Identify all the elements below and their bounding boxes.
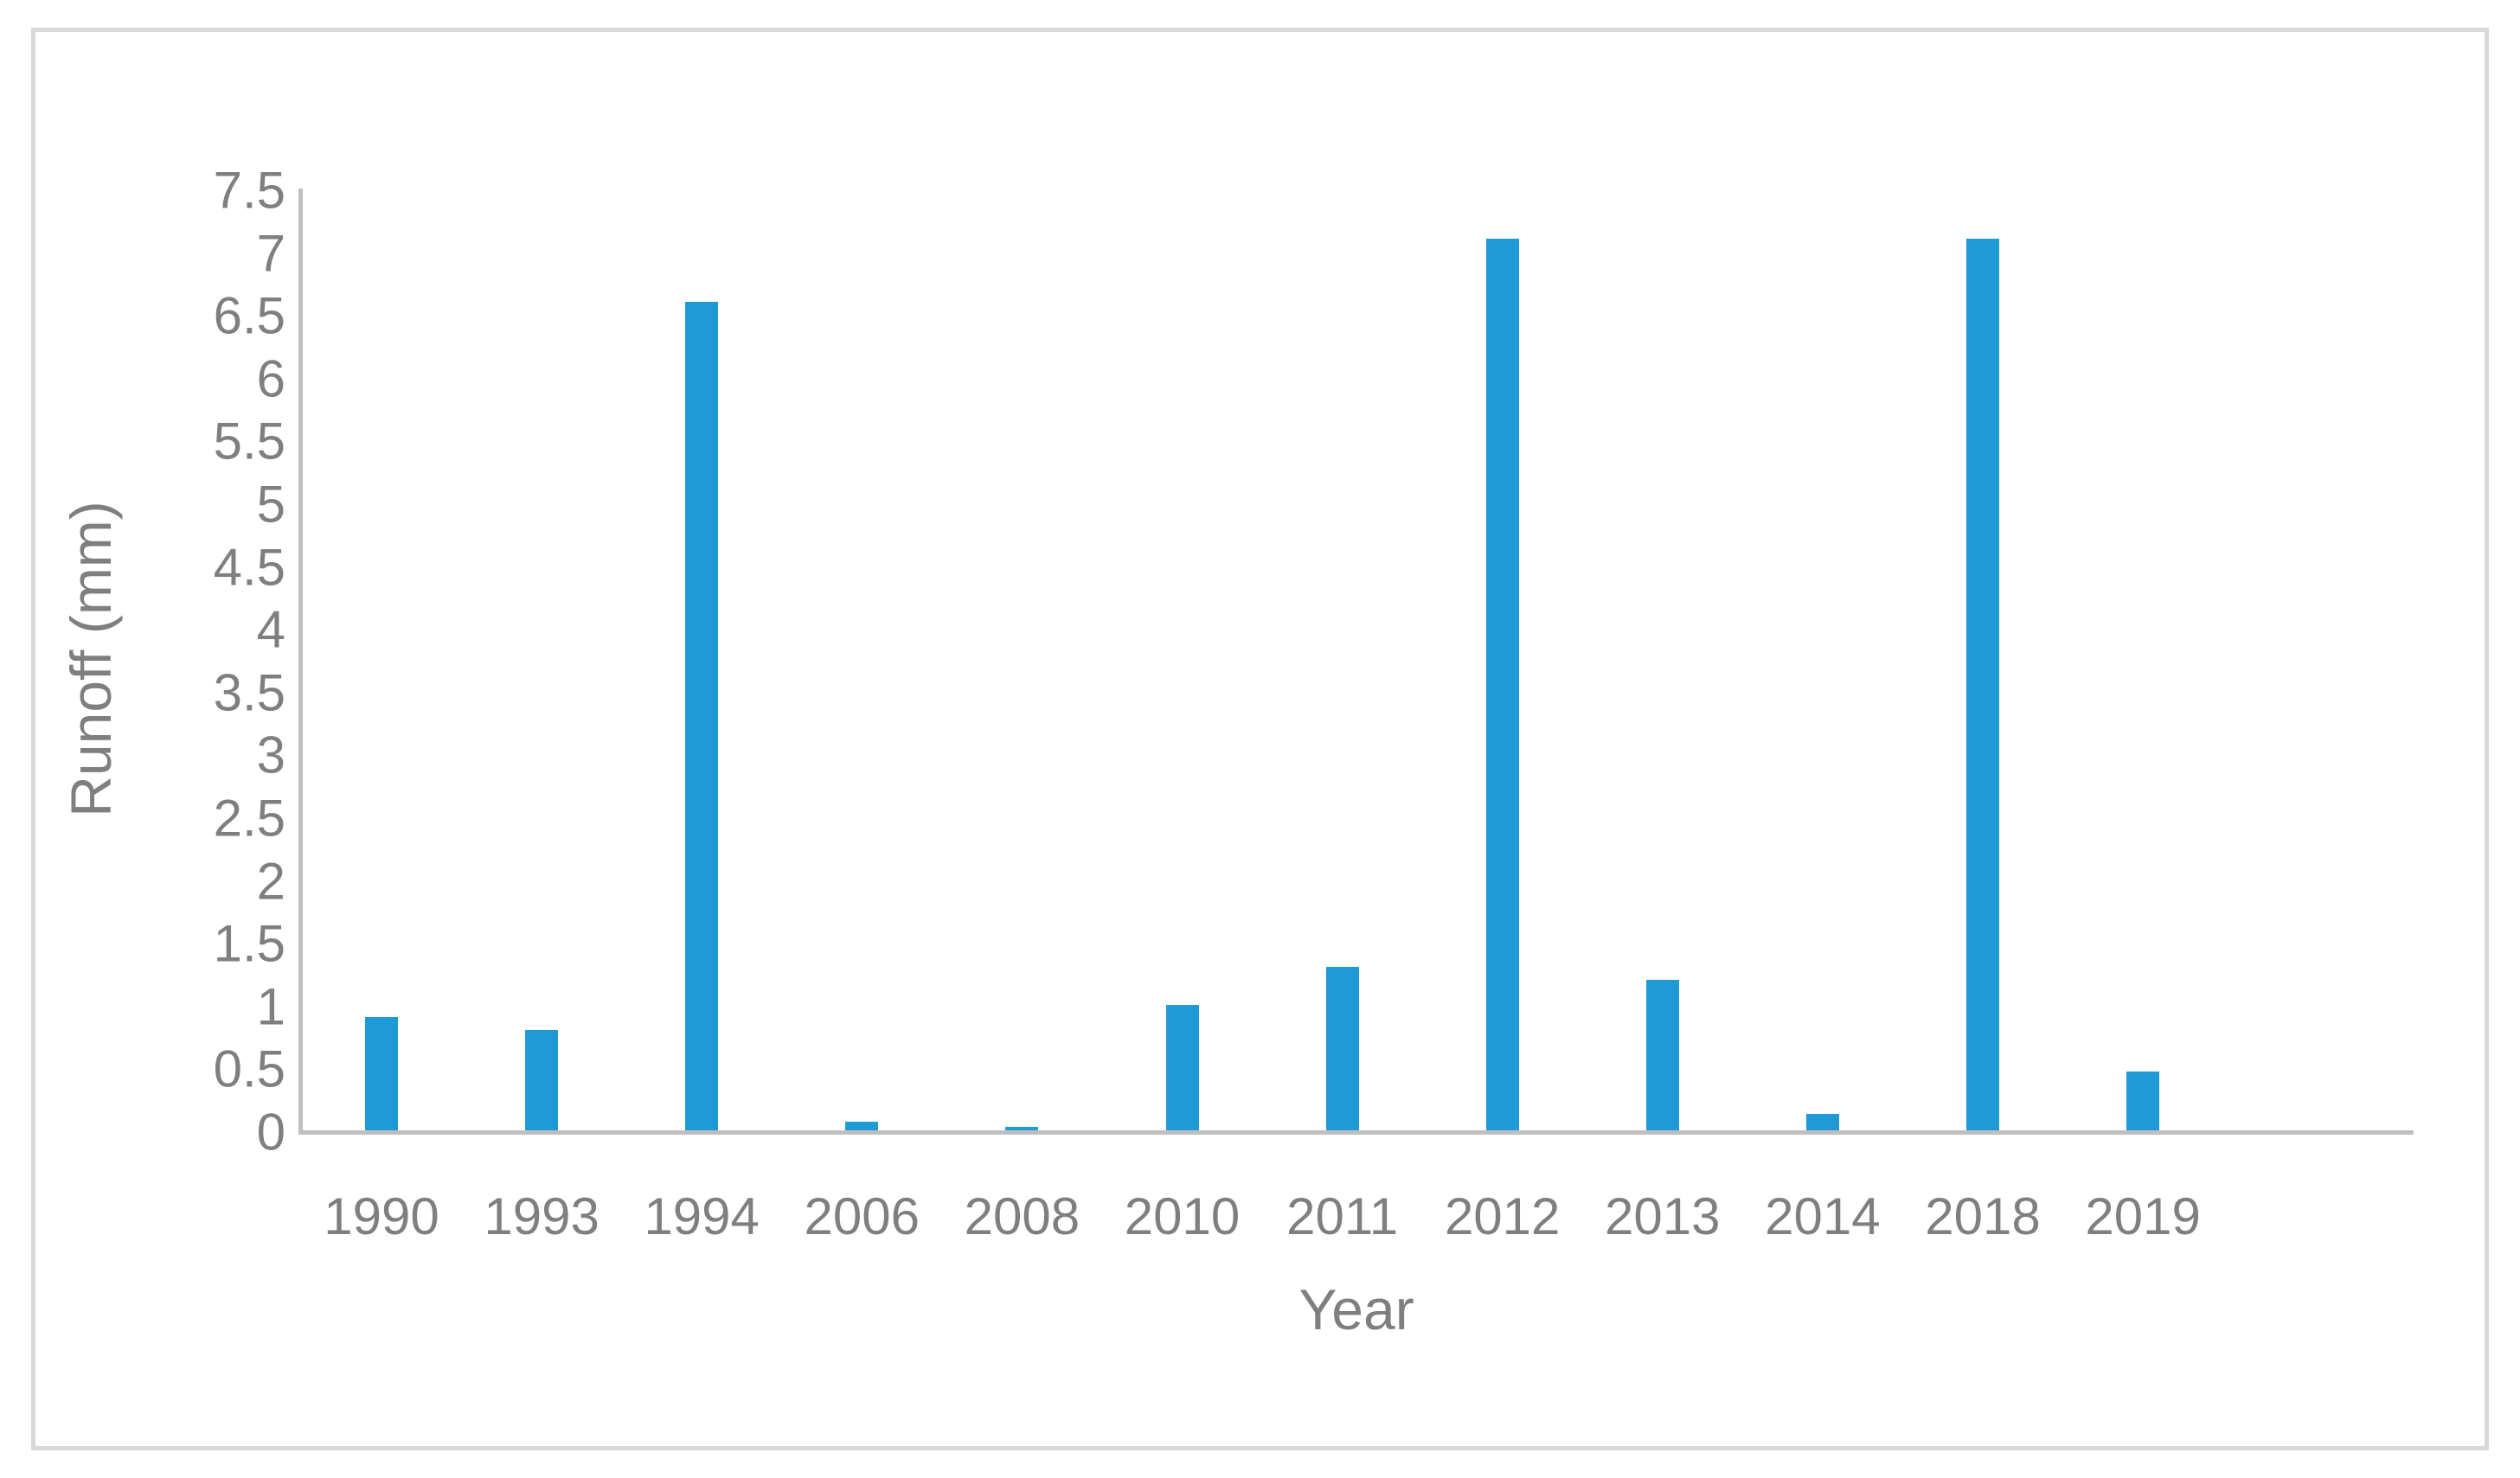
y-tick-label-6: 6 xyxy=(256,349,285,408)
bar-2006 xyxy=(845,1122,878,1130)
y-tick-label-2: 2 xyxy=(256,852,285,911)
bar-2018 xyxy=(1966,239,1999,1130)
bar-2014 xyxy=(1806,1114,1839,1130)
bar-2013 xyxy=(1646,980,1679,1130)
y-tick-label-6.5: 6.5 xyxy=(213,286,285,345)
y-tick-label-4: 4 xyxy=(256,600,285,659)
x-tick-label-2019: 2019 xyxy=(2085,1187,2201,1245)
x-tick-label-2013: 2013 xyxy=(1605,1187,1721,1245)
bar-2011 xyxy=(1326,967,1359,1130)
figure-border xyxy=(31,28,2489,1450)
y-tick-label-3.5: 3.5 xyxy=(213,663,285,722)
x-axis-line xyxy=(298,1130,2414,1135)
y-tick-label-5: 5 xyxy=(256,475,285,534)
bar-1993 xyxy=(525,1030,558,1130)
y-tick-label-4.5: 4.5 xyxy=(213,538,285,597)
x-tick-label-1990: 1990 xyxy=(324,1187,439,1245)
y-tick-label-0.5: 0.5 xyxy=(213,1040,285,1098)
y-tick-label-2.5: 2.5 xyxy=(213,789,285,848)
y-tick-label-1: 1 xyxy=(256,977,285,1036)
x-tick-label-2014: 2014 xyxy=(1765,1187,1881,1245)
x-tick-label-2011: 2011 xyxy=(1286,1187,1399,1245)
y-axis-line xyxy=(298,189,303,1135)
y-tick-label-7.5: 7.5 xyxy=(213,161,285,220)
y-tick-label-1.5: 1.5 xyxy=(213,914,285,973)
bar-1990 xyxy=(365,1017,398,1130)
y-tick-label-5.5: 5.5 xyxy=(213,412,285,470)
bar-2008 xyxy=(1005,1127,1038,1130)
bar-2012 xyxy=(1486,239,1519,1130)
x-tick-label-2008: 2008 xyxy=(964,1187,1080,1245)
x-axis-title: Year xyxy=(1298,1277,1414,1341)
y-tick-label-3: 3 xyxy=(256,726,285,784)
x-tick-label-2012: 2012 xyxy=(1444,1187,1561,1245)
y-tick-label-0: 0 xyxy=(256,1103,285,1161)
x-tick-label-1994: 1994 xyxy=(644,1187,760,1245)
bar-1994 xyxy=(685,302,718,1130)
x-tick-label-2010: 2010 xyxy=(1124,1187,1241,1245)
x-tick-label-1993: 1993 xyxy=(484,1187,600,1245)
y-tick-label-7: 7 xyxy=(256,224,285,283)
x-tick-label-2006: 2006 xyxy=(804,1187,920,1245)
bar-2019 xyxy=(2126,1072,2159,1130)
x-tick-label-2018: 2018 xyxy=(1925,1187,2041,1245)
bar-2010 xyxy=(1166,1005,1199,1130)
